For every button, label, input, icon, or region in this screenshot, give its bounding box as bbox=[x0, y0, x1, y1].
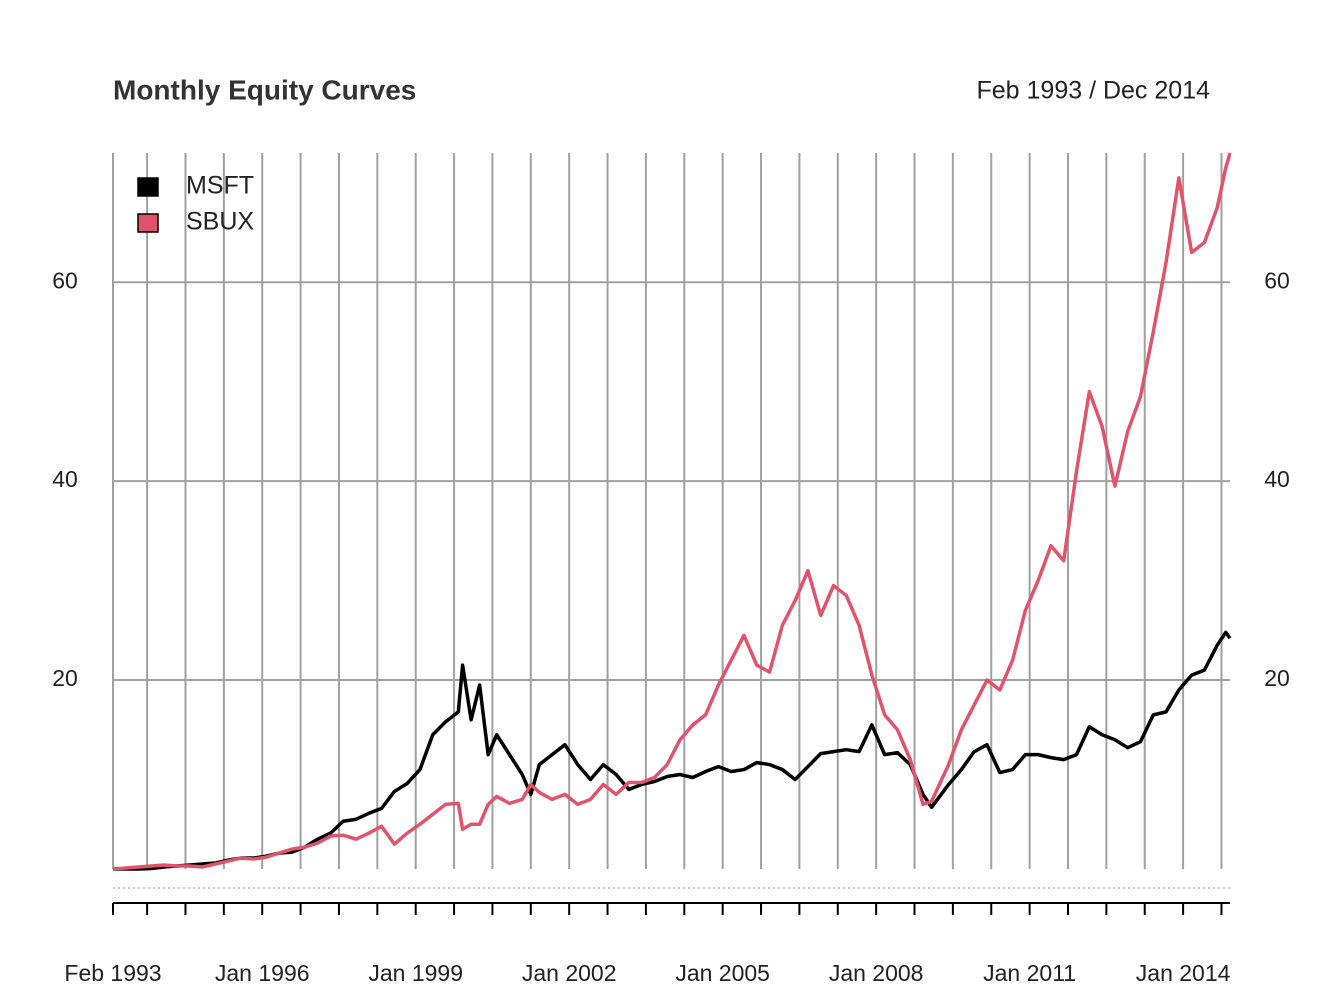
legend-swatch bbox=[137, 213, 159, 233]
y-tick-label-right: 20 bbox=[1264, 665, 1290, 691]
series-line bbox=[112, 152, 1232, 871]
x-tick-label: Jan 1996 bbox=[215, 960, 310, 986]
legend-label: SBUX bbox=[186, 208, 254, 236]
chart-title: Monthly Equity Curves bbox=[113, 74, 416, 105]
x-tick-label: Jan 2008 bbox=[829, 960, 924, 986]
x-tick-label: Feb 1993 bbox=[64, 960, 161, 986]
y-tick-label: 40 bbox=[52, 466, 78, 492]
legend-label: MSFT bbox=[186, 172, 254, 200]
legend-swatch bbox=[137, 177, 159, 197]
x-tick-label: Jan 1999 bbox=[368, 960, 463, 986]
series-line bbox=[113, 630, 1232, 871]
date-range: Feb 1993 / Dec 2014 bbox=[977, 77, 1211, 105]
y-tick-label-right: 40 bbox=[1264, 466, 1290, 492]
x-tick-label: Jan 2011 bbox=[983, 960, 1076, 986]
x-tick-label: Jan 2014 bbox=[1136, 960, 1231, 986]
x-tick-label: Jan 2002 bbox=[522, 960, 617, 986]
y-tick-label: 20 bbox=[52, 665, 78, 691]
y-tick-label: 60 bbox=[52, 267, 78, 293]
x-tick-label: Jan 2005 bbox=[675, 960, 770, 986]
y-tick-label-right: 60 bbox=[1264, 267, 1290, 293]
